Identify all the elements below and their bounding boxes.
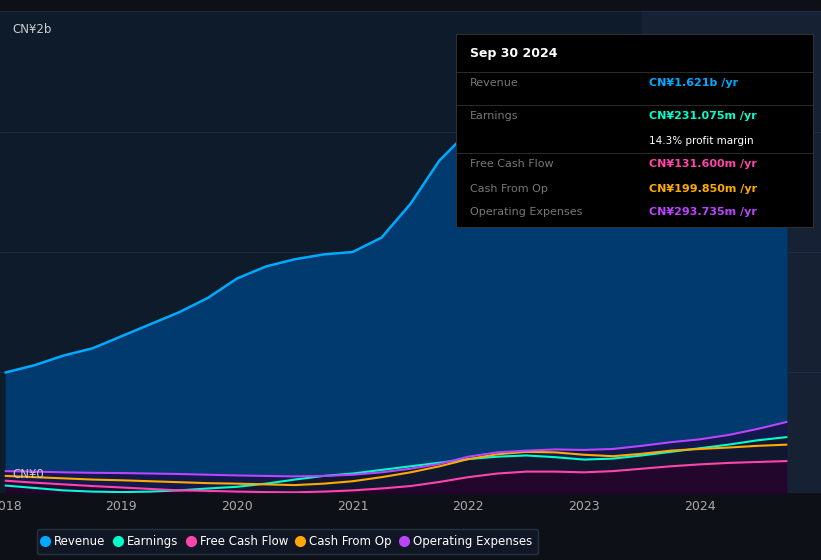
Text: CN¥293.735m /yr: CN¥293.735m /yr: [649, 208, 756, 217]
Text: CN¥1.621b /yr: CN¥1.621b /yr: [649, 78, 737, 88]
Text: CN¥2b: CN¥2b: [12, 24, 52, 36]
Text: CN¥199.850m /yr: CN¥199.850m /yr: [649, 184, 757, 194]
Text: CN¥231.075m /yr: CN¥231.075m /yr: [649, 111, 756, 121]
Bar: [642, 11, 821, 493]
Text: Operating Expenses: Operating Expenses: [470, 208, 582, 217]
Text: Cash From Op: Cash From Op: [470, 184, 548, 194]
Text: CN¥131.600m /yr: CN¥131.600m /yr: [649, 159, 756, 169]
Text: Sep 30 2024: Sep 30 2024: [470, 47, 557, 60]
Text: Free Cash Flow: Free Cash Flow: [470, 159, 553, 169]
Legend: Revenue, Earnings, Free Cash Flow, Cash From Op, Operating Expenses: Revenue, Earnings, Free Cash Flow, Cash …: [37, 529, 538, 554]
Text: CN¥0: CN¥0: [12, 468, 44, 480]
Text: 14.3% profit margin: 14.3% profit margin: [649, 136, 753, 146]
Text: Earnings: Earnings: [470, 111, 518, 121]
Text: Revenue: Revenue: [470, 78, 519, 88]
